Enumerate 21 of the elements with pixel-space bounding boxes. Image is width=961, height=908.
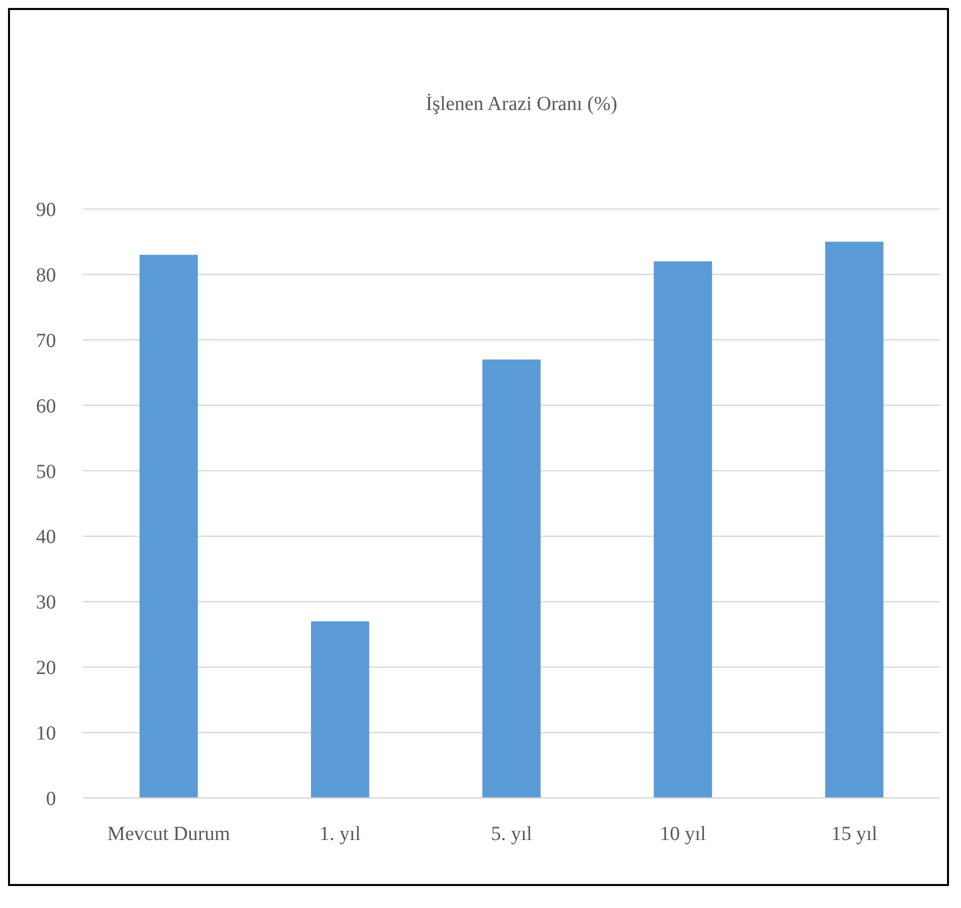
chart-title: İşlenen Arazi Oranı (%) — [426, 93, 618, 115]
x-tick-label: 5. yıl — [490, 823, 532, 845]
bar — [825, 242, 884, 798]
y-tick-label: 50 — [36, 460, 56, 483]
x-tick-label: Mevcut Durum — [107, 823, 231, 845]
x-tick-label: 1. yıl — [320, 823, 362, 845]
y-tick-label: 40 — [36, 526, 56, 548]
bar — [310, 621, 370, 798]
x-tick-label: 15 yıl — [831, 823, 878, 845]
y-tick-label: 10 — [36, 722, 56, 745]
y-tick-label: 20 — [36, 657, 56, 680]
y-tick-label: 90 — [36, 199, 56, 221]
bar — [654, 261, 712, 798]
y-tick-label: 0 — [46, 788, 56, 810]
x-tick-label: 10 yıl — [660, 823, 706, 845]
y-tick-label: 60 — [36, 395, 56, 418]
bar — [482, 360, 541, 798]
bar — [140, 254, 198, 798]
y-tick-label: 30 — [36, 592, 56, 614]
y-tick-label: 70 — [36, 330, 56, 352]
y-tick-label: 80 — [36, 264, 56, 286]
